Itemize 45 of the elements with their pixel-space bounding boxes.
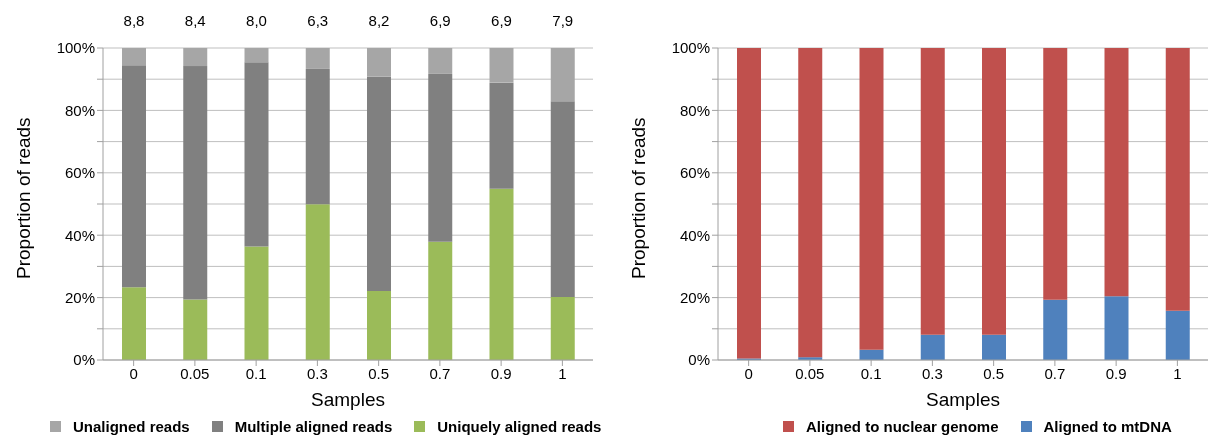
y-tick-label: 20% [64,288,95,306]
y-tick-label: 100% [671,39,710,57]
legend-label: Unaligned reads [72,418,190,435]
text: 6,3 [307,12,329,29]
x-tick-label: 0 [129,364,138,382]
text: 8,4 [184,12,206,29]
x-tick-label: 0.5 [368,364,390,382]
x-tick-label: 0.9 [1105,364,1127,382]
x-tick-label: 1 [1173,364,1182,382]
legend-label: Uniquely aligned reads [436,418,602,435]
y-tick-label: 100% [56,39,95,57]
text: 8,2 [368,12,390,29]
y-tick-label: 40% [679,226,710,244]
x-tick-label: 1 [558,364,567,382]
y-tick-label: 40% [64,226,95,244]
x-axis-title: Samples [926,389,1000,410]
x-tick-label: 0.3 [306,364,328,382]
text: 6,9 [491,12,512,29]
x-tick-label: 0.7 [1044,364,1066,382]
text: 8,8 [123,12,145,29]
text: 6,9 [429,12,451,29]
x-tick-label: 0.1 [860,364,882,382]
x-tick-label: 0.7 [429,364,451,382]
x-tick-label: 0.9 [490,364,512,382]
y-tick-label: 20% [679,288,710,306]
y-tick-label: 80% [679,101,710,119]
legend-label: Multiple aligned reads [233,418,393,435]
x-axis-title: Samples [311,389,385,410]
y-tick-label: 0% [73,351,95,369]
x-tick-label: 0.05 [795,364,825,382]
y-axis-title: Proportion of reads [12,117,34,279]
text: 7,9 [552,12,574,29]
y-tick-label: 60% [64,164,95,182]
y-tick-label: 0% [688,351,710,369]
x-tick-label: 0.1 [245,364,267,382]
x-tick-label: 0.3 [921,364,943,382]
x-tick-label: 0 [744,364,753,382]
y-tick-label: 80% [64,101,95,119]
x-tick-label: 0.05 [180,364,210,382]
y-axis-title: Proportion of reads [627,117,649,279]
y-tick-label: 60% [679,164,710,182]
legend-label: Aligned to mtDNA [1042,418,1172,435]
text: 8,0 [246,12,267,29]
x-tick-label: 0.5 [983,364,1005,382]
legend-label: Aligned to nuclear genome [805,418,999,435]
